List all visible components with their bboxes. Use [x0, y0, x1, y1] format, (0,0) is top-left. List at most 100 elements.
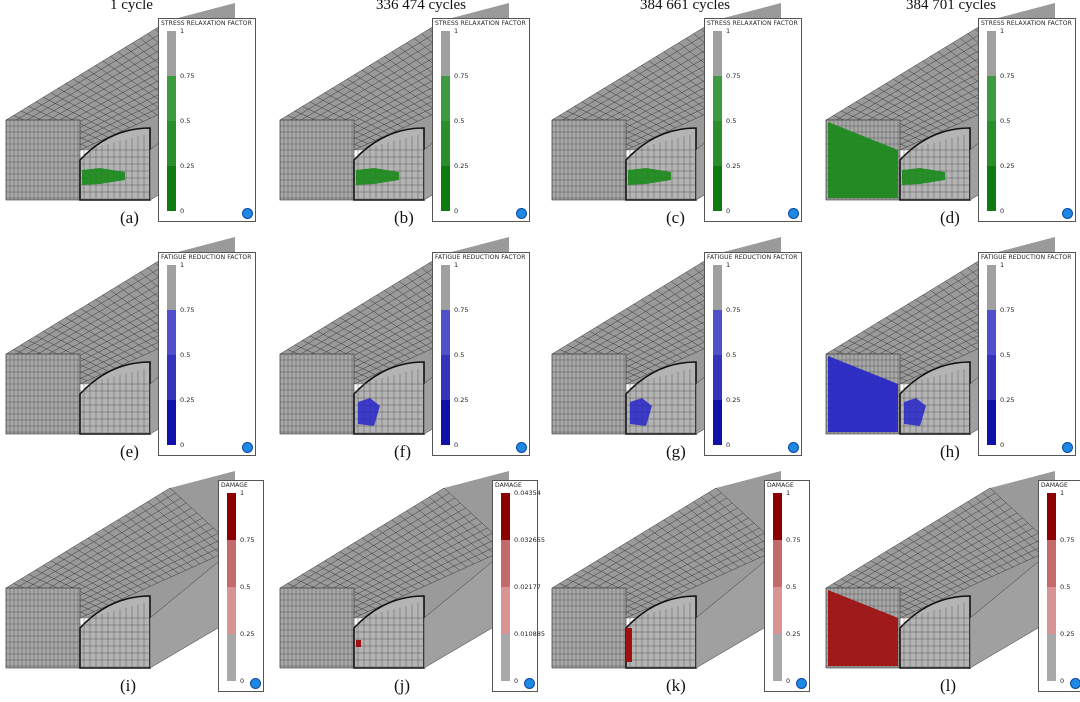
legend-box: FATIGUE REDUCTION FACTOR 1 0.75 0.5 0.25 0: [978, 252, 1076, 456]
legend-tick-label: 0: [1000, 207, 1005, 215]
legend-tick-label: 0: [786, 677, 791, 685]
legend-color-segment: [987, 265, 996, 310]
mesh-front-grid: [279, 119, 354, 200]
software-logo-icon: [788, 208, 799, 219]
legend-tick-label: 0.5: [180, 351, 191, 359]
legend-color-segment: [1047, 540, 1056, 587]
legend-color-segment: [773, 540, 782, 587]
panel-1-0: FATIGUE REDUCTION FACTOR 1 0.75 0.5 0.25 0 (e): [0, 234, 270, 468]
damage-region: [628, 168, 671, 185]
legend-tick-label: 1: [726, 261, 731, 269]
mesh-arch-grid: [626, 603, 696, 668]
legend-color-segment: [987, 76, 996, 121]
legend-color-segment: [167, 265, 176, 310]
damage-region: [82, 168, 125, 185]
legend-title: FATIGUE REDUCTION FACTOR: [707, 254, 798, 261]
legend-tick-label: 1: [454, 261, 459, 269]
legend-tick-label: 0.04354: [514, 489, 541, 497]
software-logo-icon: [242, 208, 253, 219]
legend-color-segment: [713, 400, 722, 445]
legend-tick-label: 0.5: [1000, 351, 1011, 359]
legend-tick-label: 0: [180, 207, 185, 215]
mesh-front-grid: [5, 587, 80, 668]
legend-color-segment: [167, 31, 176, 76]
legend-color-segment: [227, 587, 236, 634]
fe-mesh-view: [551, 471, 782, 669]
legend-color-segment: [441, 76, 450, 121]
mesh-front-face: [5, 119, 81, 201]
legend-color-segment: [441, 400, 450, 445]
legend-tick-label: 1: [1060, 489, 1065, 497]
panel-label: (i): [120, 676, 137, 695]
damage-region: [904, 398, 926, 426]
software-logo-icon: [250, 678, 261, 689]
mesh-top-grid: [279, 487, 510, 619]
legend-box: FATIGUE REDUCTION FACTOR 1 0.75 0.5 0.25 0: [432, 252, 530, 456]
mesh-arch-grid: [80, 603, 150, 668]
fe-mesh-view: [825, 471, 1056, 669]
legend-color-segment: [713, 31, 722, 76]
legend-color-segment: [441, 121, 450, 166]
legend-tick-label: 0: [180, 441, 185, 449]
panel-label: (g): [666, 442, 686, 461]
legend-tick-label: 0.75: [726, 306, 741, 314]
legend-color-segment: [501, 634, 510, 681]
legend-tick-label: 0.75: [240, 536, 255, 544]
fe-mesh-view: [279, 471, 510, 669]
software-logo-icon: [1062, 442, 1073, 453]
legend-tick-label: 1: [726, 27, 731, 35]
legend-box: FATIGUE REDUCTION FACTOR 1 0.75 0.5 0.25 0: [158, 252, 256, 456]
legend-box: DAMAGE 1 0.75 0.5 0.25 0: [218, 480, 264, 692]
legend-color-segment: [773, 493, 782, 540]
legend-tick-label: 0.5: [454, 351, 465, 359]
legend-color-segment: [167, 166, 176, 211]
mesh-front-grid: [279, 587, 354, 668]
legend-tick-label: 0.75: [454, 306, 469, 314]
legend-title: STRESS RELAXATION FACTOR: [707, 20, 798, 27]
legend-tick-label: 0: [454, 207, 459, 215]
legend-tick-label: 1: [180, 27, 185, 35]
legend-color-segment: [167, 76, 176, 121]
legend-tick-label: 0.02177: [514, 583, 541, 591]
panel-label: (f): [394, 442, 411, 461]
legend-box: DAMAGE 1 0.75 0.5 0.25 0: [1038, 480, 1080, 692]
panel-0-2: STRESS RELAXATION FACTOR 1 0.75 0.5 0.25 0 (c): [546, 0, 816, 234]
legend-tick-label: 0: [240, 677, 245, 685]
legend-color-segment: [773, 587, 782, 634]
legend-box: DAMAGE 1 0.75 0.5 0.25 0: [764, 480, 810, 692]
legend-color-segment: [987, 121, 996, 166]
software-logo-icon: [1062, 208, 1073, 219]
legend-color-segment: [1047, 634, 1056, 681]
legend-tick-label: 0: [454, 441, 459, 449]
legend-tick-label: 1: [180, 261, 185, 269]
panel-2-1: DAMAGE 0.04354 0.032655 0.02177 0.010885 0 (j): [274, 468, 546, 702]
legend-box: STRESS RELAXATION FACTOR 1 0.75 0.5 0.25 0: [978, 18, 1076, 222]
mesh-front-face: [551, 353, 627, 435]
damage-region: [828, 590, 898, 666]
mesh-top-grid: [551, 487, 782, 619]
fe-mesh-view: [5, 471, 236, 669]
panel-0-0: STRESS RELAXATION FACTOR 1 0.75 0.5 0.25 0 (a): [0, 0, 270, 234]
legend-tick-label: 0: [1000, 441, 1005, 449]
damage-region: [358, 398, 380, 426]
legend-tick-label: 0.25: [1000, 396, 1015, 404]
legend-color-segment: [987, 310, 996, 355]
mesh-top-grid: [551, 253, 782, 385]
legend-color-segment: [441, 265, 450, 310]
panel-label: (b): [394, 208, 414, 227]
legend-color-segment: [167, 310, 176, 355]
damage-region: [630, 398, 652, 426]
legend-tick-label: 1: [1000, 261, 1005, 269]
panel-label: (a): [120, 208, 139, 227]
legend-color-segment: [1047, 493, 1056, 540]
legend-tick-label: 0.5: [180, 117, 191, 125]
legend-color-segment: [713, 355, 722, 400]
legend-tick-label: 0.032655: [514, 536, 546, 544]
legend-box: STRESS RELAXATION FACTOR 1 0.75 0.5 0.25 0: [158, 18, 256, 222]
legend-color-segment: [987, 355, 996, 400]
column-header-2: 336 474 cycles: [376, 0, 466, 13]
software-logo-icon: [524, 678, 535, 689]
legend-color-segment: [227, 493, 236, 540]
legend-title: DAMAGE: [221, 482, 248, 489]
damage-region: [828, 356, 898, 432]
